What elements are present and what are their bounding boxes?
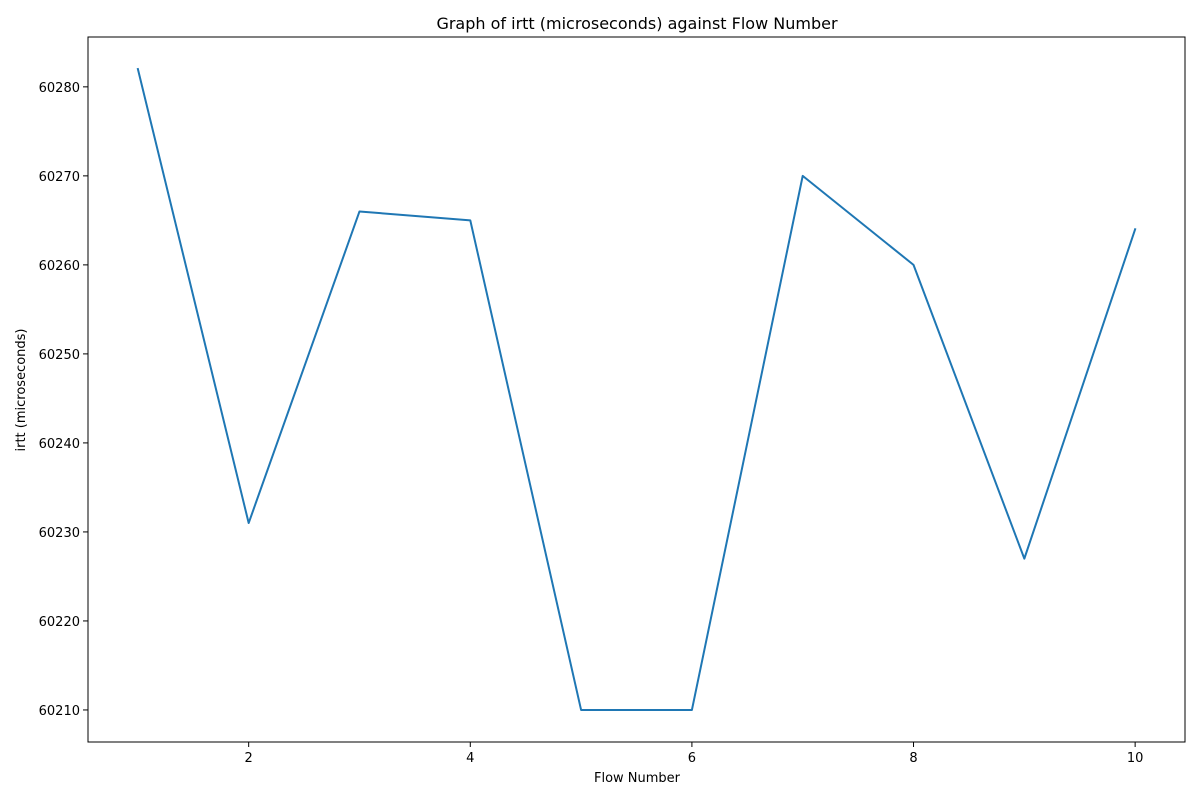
y-tick-label: 60250 xyxy=(39,348,80,363)
plot-frame xyxy=(87,36,1186,743)
x-tick-label: 2 xyxy=(245,751,253,766)
chart-title: Graph of irtt (microseconds) against Flo… xyxy=(436,14,837,33)
plot-area xyxy=(87,36,1186,743)
x-axis-label: Flow Number xyxy=(594,771,681,786)
y-tick-label: 60240 xyxy=(39,437,80,452)
x-tick-label: 4 xyxy=(466,751,474,766)
x-tick-label: 6 xyxy=(688,751,696,766)
y-tick-label: 60210 xyxy=(39,704,80,719)
y-axis-label: irtt (microseconds) xyxy=(14,329,29,452)
y-tick-label: 60260 xyxy=(39,259,80,274)
y-tick-label: 60280 xyxy=(39,81,80,96)
y-tick-label: 60270 xyxy=(39,170,80,185)
y-tick-label: 60220 xyxy=(39,615,80,630)
x-axis: 2 4 6 8 10 xyxy=(245,742,1144,766)
x-tick-label: 10 xyxy=(1127,751,1144,766)
y-axis: 60210 60220 60230 60240 60250 60260 60270 60280 xyxy=(39,81,88,719)
series-line xyxy=(136,67,1137,711)
y-tick-label: 60230 xyxy=(39,526,80,541)
x-tick-label: 8 xyxy=(909,751,917,766)
